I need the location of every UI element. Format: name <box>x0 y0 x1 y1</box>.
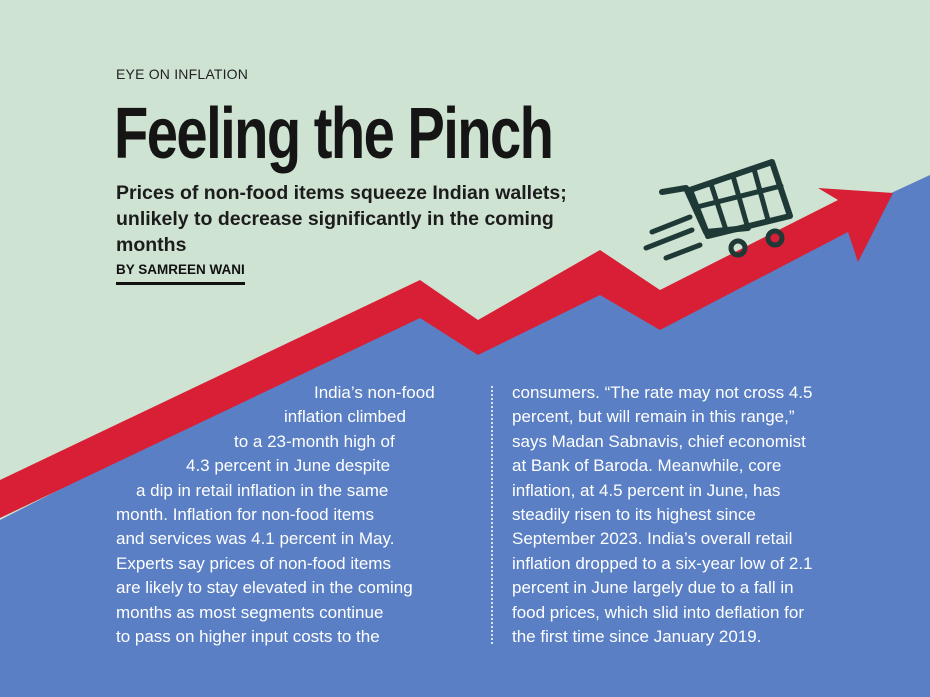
body-line: and services was 4.1 percent in May. <box>116 529 395 549</box>
headline: Feeling the Pinch <box>114 94 554 174</box>
body-line: months as most segments continue <box>116 602 384 622</box>
body-line: Experts say prices of non-food items <box>116 553 391 573</box>
body-line: inflation climbed <box>284 407 406 427</box>
body-line: consumers. “The rate may not cross 4.5 <box>512 383 813 402</box>
body-line: to pass on higher input costs to the <box>116 627 380 647</box>
body-line: inflation, at 4.5 percent in June, has <box>512 480 781 500</box>
body-column-1: India’s non-food inflation climbed to a … <box>116 381 476 649</box>
body-line: 4.3 percent in June despite <box>186 456 391 476</box>
body-column-2: consumers. “The rate may not cross 4.5 p… <box>512 381 882 649</box>
shopping-cart-icon <box>643 159 793 261</box>
body-line: percent, but will remain in this range,” <box>512 407 795 427</box>
deck-subheading: Prices of non-food items squeeze Indian … <box>116 182 567 256</box>
body-line: the first time since January 2019. <box>512 627 762 647</box>
body-line: September 2023. India’s overall retail <box>512 529 793 549</box>
body-line: percent in June largely due to a fall in <box>512 578 794 598</box>
byline: BY SAMREEN WANI <box>116 262 245 285</box>
body-line: a dip in retail inflation in the same <box>136 480 389 500</box>
body-line: says Madan Sabnavis, chief economist <box>512 431 806 451</box>
body-line: are likely to stay elevated in the comin… <box>116 578 413 598</box>
rising-trend-arrow <box>0 188 893 518</box>
section-kicker: EYE ON INFLATION <box>116 66 249 82</box>
column-divider <box>491 386 493 644</box>
body-line: inflation dropped to a six-year low of 2… <box>512 553 813 573</box>
body-line: at Bank of Baroda. Meanwhile, core <box>512 456 782 476</box>
body-line: steadily risen to its highest since <box>512 505 756 525</box>
body-line: India’s non-food <box>314 383 435 402</box>
body-line: month. Inflation for non-food items <box>116 505 374 525</box>
body-line: to a 23-month high of <box>234 431 395 451</box>
body-line: food prices, which slid into deflation f… <box>512 602 804 622</box>
